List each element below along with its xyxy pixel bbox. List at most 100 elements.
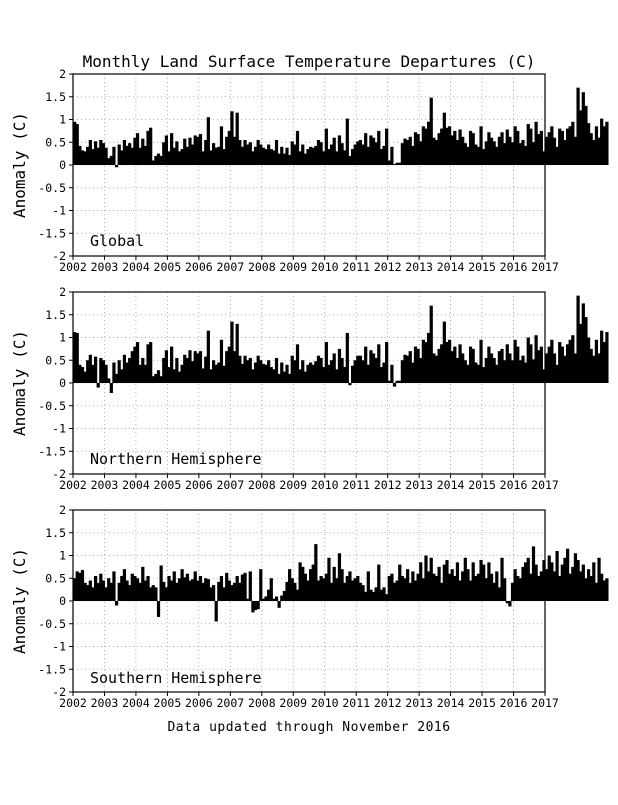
bar: [337, 553, 342, 601]
bar: [413, 132, 418, 165]
bar: [235, 112, 239, 165]
y-tick-label: 1.5: [45, 308, 66, 322]
bar: [555, 146, 559, 165]
bar: [503, 360, 507, 383]
bar: [547, 346, 551, 383]
bar: [437, 348, 441, 384]
bar: [201, 582, 205, 601]
bar: [392, 383, 397, 387]
bar: [343, 150, 347, 165]
bar: [403, 354, 407, 383]
bar: [298, 369, 302, 383]
bar: [358, 139, 363, 165]
bar: [539, 571, 543, 601]
bar: [497, 587, 502, 601]
bar: [122, 569, 127, 601]
bar: [303, 371, 307, 384]
bar: [185, 573, 189, 601]
bar: [427, 571, 431, 601]
bar: [495, 146, 499, 165]
bar: [463, 143, 467, 165]
bar: [219, 339, 224, 383]
bar: [91, 587, 95, 601]
bar: [411, 145, 415, 165]
bar: [267, 144, 271, 165]
bar: [73, 578, 77, 601]
bar: [170, 133, 174, 165]
bar: [510, 582, 515, 601]
bar: [450, 135, 454, 165]
bar: [75, 332, 79, 383]
bar: [232, 136, 237, 165]
bar: [534, 121, 538, 165]
bar: [133, 575, 137, 601]
bar: [214, 364, 218, 383]
bar: [225, 351, 229, 383]
bar: [343, 367, 347, 383]
bar: [461, 571, 465, 601]
bar: [243, 139, 247, 165]
bar: [576, 560, 580, 601]
bar: [442, 321, 446, 383]
bar: [500, 132, 504, 165]
x-tick-label: 2012: [374, 260, 402, 274]
bar: [600, 330, 604, 383]
bar: [447, 126, 452, 165]
bar: [117, 360, 121, 383]
bar: [120, 575, 124, 601]
bar: [180, 149, 184, 165]
bar: [246, 598, 250, 601]
bar: [248, 571, 252, 601]
bar: [503, 143, 507, 165]
bar: [238, 355, 242, 383]
bar: [185, 146, 189, 165]
bar: [385, 594, 389, 601]
bar: [269, 149, 273, 165]
bar: [80, 570, 85, 601]
bar: [238, 582, 242, 601]
bar: [424, 128, 428, 165]
bar: [356, 575, 360, 601]
y-tick-label: -1.5: [38, 662, 66, 676]
bar: [125, 362, 129, 383]
bar: [112, 146, 116, 165]
bar: [447, 339, 452, 383]
bar: [586, 569, 591, 601]
bar: [282, 153, 286, 166]
bar: [390, 364, 394, 383]
bar: [285, 581, 289, 601]
bar: [531, 142, 536, 165]
bar: [335, 369, 339, 383]
bar: [130, 573, 134, 601]
bar: [141, 357, 145, 383]
bar: [529, 128, 533, 165]
bar: [371, 353, 376, 383]
bar: [398, 162, 402, 165]
bar: [340, 569, 344, 601]
bar: [458, 344, 462, 383]
bar: [206, 579, 210, 601]
bar: [107, 158, 111, 165]
y-tick-label: 2: [59, 503, 66, 517]
bar: [322, 578, 326, 601]
bar: [369, 135, 373, 165]
bar: [568, 126, 572, 165]
bar: [524, 562, 528, 601]
bar: [594, 582, 599, 601]
bar: [579, 571, 583, 601]
bar: [403, 138, 407, 165]
bar: [117, 582, 121, 601]
bar: [361, 360, 365, 383]
bar: [597, 137, 601, 165]
x-tick-label: 2009: [279, 696, 307, 710]
y-tick-label: 2: [59, 285, 66, 299]
bar: [327, 149, 331, 165]
bar: [589, 133, 593, 165]
bar: [104, 147, 108, 165]
bar: [122, 354, 127, 383]
bar: [285, 364, 289, 383]
bar: [466, 364, 470, 383]
bar: [290, 141, 294, 165]
bar: [135, 342, 140, 383]
x-tick-label: 2007: [216, 696, 244, 710]
